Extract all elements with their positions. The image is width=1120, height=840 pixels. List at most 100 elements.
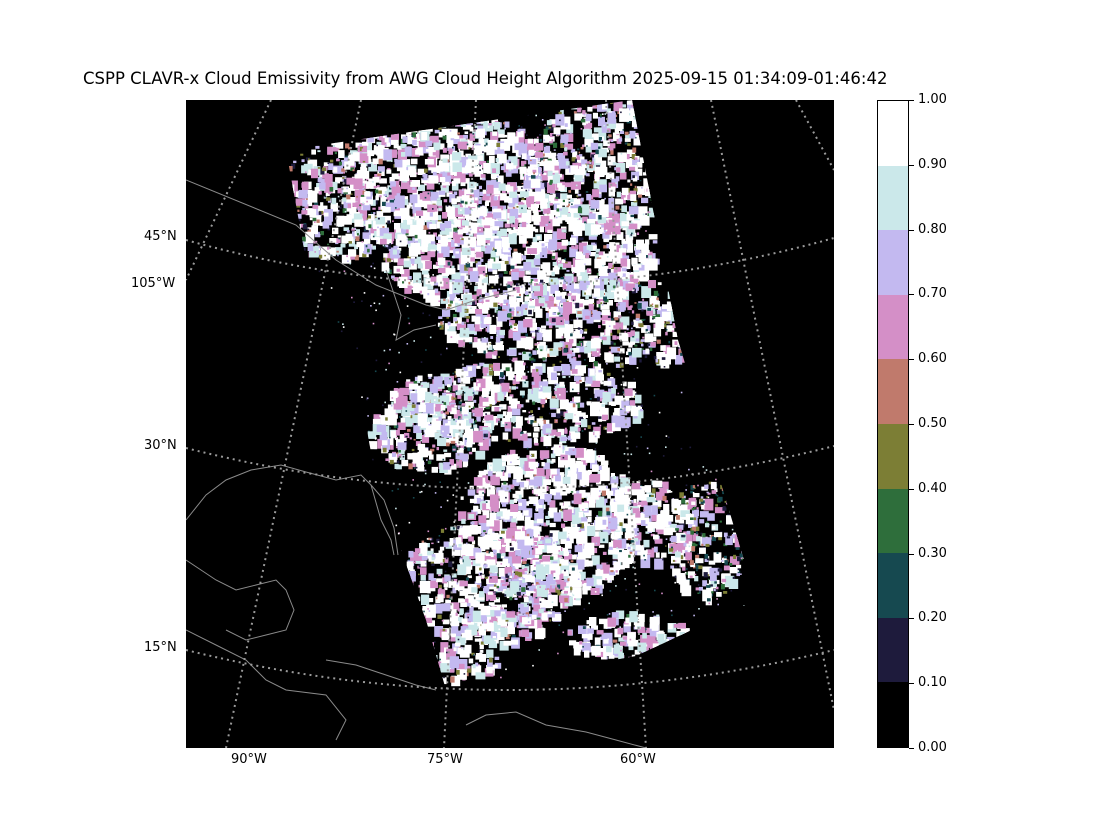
- cloud-pixel: [380, 416, 386, 423]
- cloud-pixel: [641, 103, 646, 109]
- cloud-pixel: [408, 401, 411, 403]
- cloud-pixel: [711, 306, 719, 314]
- cloud-pixel: [665, 124, 669, 127]
- cloud-pixel: [712, 296, 720, 304]
- cloud-pixel: [543, 139, 545, 142]
- cloud-pixel: [559, 442, 563, 445]
- cloud-pixel: [473, 166, 481, 174]
- cloud-pixel: [578, 154, 583, 157]
- cloud-pixel: [602, 551, 607, 555]
- cloud-pixel: [394, 119, 400, 125]
- cloud-pixel: [611, 139, 614, 142]
- cloud-pixel: [506, 302, 509, 306]
- cloud-pixel: [521, 255, 526, 259]
- cloud-pixel: [570, 361, 574, 365]
- cloud-pixel: [535, 200, 541, 204]
- cloud-pixel: [582, 588, 588, 595]
- cloud-pixel: [449, 219, 456, 227]
- cloud-pixel: [586, 281, 590, 286]
- cloud-pixel: [556, 208, 560, 212]
- cloud-pixel: [690, 304, 694, 309]
- cloud-pixel: [441, 246, 450, 257]
- cloud-pixel: [393, 425, 397, 429]
- cloud-pixel: [530, 267, 540, 275]
- cloud-pixel: [390, 137, 398, 145]
- cloud-pixel: [526, 196, 535, 208]
- cloud-pixel: [471, 209, 480, 218]
- cloud-pixel: [410, 393, 418, 403]
- cloud-pixel: [425, 403, 434, 414]
- cloud-pixel: [566, 194, 572, 199]
- cloud-pixel: [613, 285, 616, 289]
- cloud-pixel: [545, 307, 549, 311]
- cloud-pixel: [594, 258, 602, 269]
- cloud-pixel: [373, 145, 383, 155]
- cloud-pixel: [508, 156, 518, 167]
- cloud-pixel: [461, 518, 466, 524]
- cloud-pixel: [440, 321, 443, 325]
- cloud-pixel: [447, 384, 451, 388]
- cloud-pixel: [466, 279, 472, 283]
- cloud-pixel: [638, 253, 646, 263]
- cloud-pixel: [422, 270, 429, 275]
- cloud-pixel: [499, 404, 507, 410]
- cloud-pixel: [586, 100, 597, 104]
- cloud-pixel: [493, 212, 502, 219]
- cloud-pixel: [442, 147, 447, 153]
- cloud-pixel: [411, 158, 418, 165]
- cloud-pixel: [535, 152, 543, 158]
- cloud-pixel: [480, 174, 486, 178]
- cloud-pixel: [652, 163, 659, 173]
- cloud-pixel: [522, 243, 526, 248]
- cloud-pixel: [492, 226, 500, 231]
- cloud-pixel: [447, 321, 451, 326]
- cloud-pixel: [598, 370, 602, 373]
- cloud-pixel: [640, 256, 650, 269]
- cloud-pixel: [410, 256, 416, 261]
- cloud-pixel: [647, 343, 651, 346]
- cloud-pixel: [645, 348, 650, 354]
- cloud-pixel: [528, 279, 534, 284]
- cloud-pixel: [514, 227, 522, 232]
- cloud-pixel: [561, 229, 567, 233]
- cloud-pixel: [625, 272, 634, 283]
- cloud-pixel: [589, 368, 595, 376]
- cloud-pixel: [527, 138, 534, 144]
- cloud-pixel: [626, 243, 634, 253]
- cloud-pixel: [464, 265, 469, 271]
- cloud-pixel: [495, 471, 503, 477]
- cloud-pixel: [419, 216, 421, 219]
- cloud-pixel: [448, 304, 452, 307]
- cloud-pixel: [533, 520, 538, 524]
- cloud-pixel: [549, 533, 553, 537]
- cloud-pixel: [494, 308, 498, 313]
- cloud-pixel: [404, 280, 413, 290]
- cloud-pixel: [406, 167, 409, 170]
- cloud-pixel: [680, 155, 683, 157]
- cloud-pixel: [637, 194, 643, 198]
- cloud-pixel: [607, 112, 616, 124]
- cloud-pixel: [402, 136, 408, 143]
- cloud-pixel: [512, 408, 521, 416]
- cloud-pixel: [583, 245, 591, 256]
- cloud-pixel: [659, 181, 668, 188]
- cloud-pixel: [577, 207, 583, 214]
- cloud-pixel: [593, 288, 600, 297]
- cloud-pixel: [528, 149, 534, 156]
- cloud-pixel: [517, 227, 525, 236]
- cloud-pixel: [425, 238, 433, 246]
- cloud-pixel: [523, 261, 532, 271]
- cloud-pixel: [563, 420, 567, 423]
- cloud-pixel: [574, 159, 577, 162]
- cloud-pixel: [557, 342, 563, 348]
- cloud-pixel: [658, 153, 664, 158]
- cloud-pixel: [516, 375, 522, 381]
- cloud-pixel: [684, 330, 688, 334]
- cloud-pixel: [679, 289, 684, 296]
- cloud-pixel: [475, 450, 486, 460]
- cloud-pixel: [482, 178, 486, 181]
- cloud-pixel: [476, 222, 481, 226]
- cloud-pixel: [414, 234, 422, 241]
- cloud-pixel: [477, 205, 481, 208]
- cloud-pixel: [507, 132, 516, 143]
